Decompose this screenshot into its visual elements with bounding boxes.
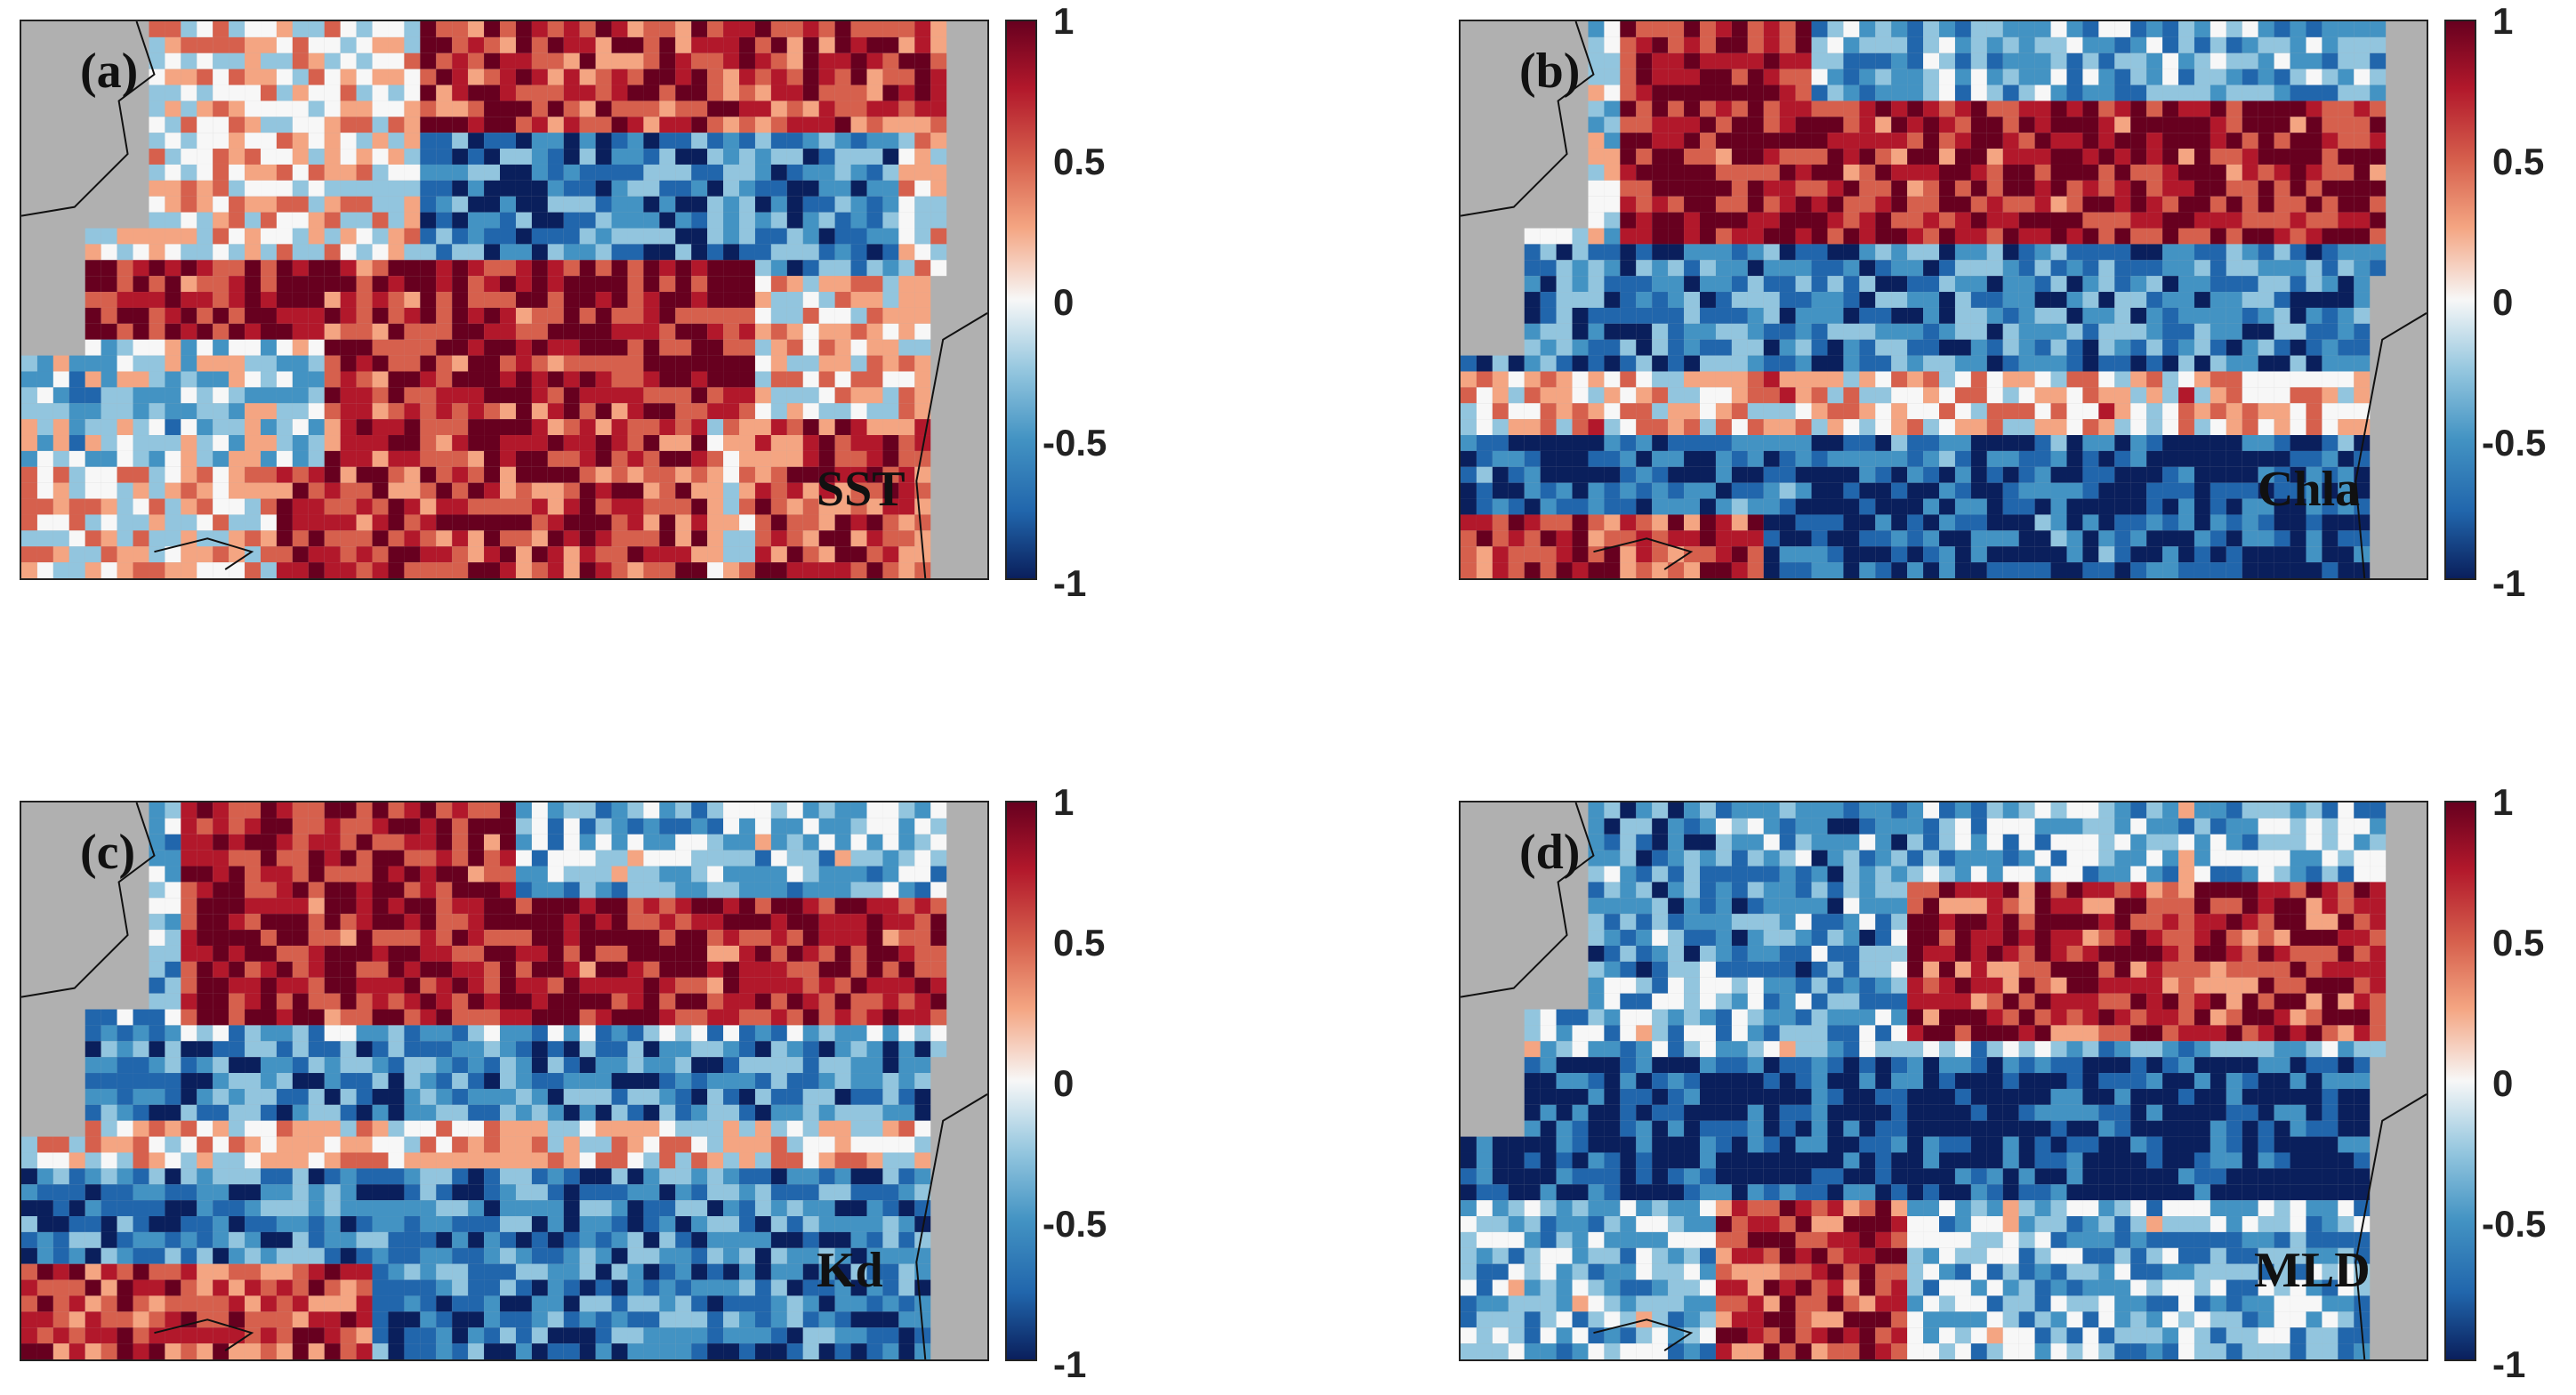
map-sst [20,20,989,580]
panel-label: (b) [1519,44,1581,99]
colorbar-tick: -1 [2492,1343,2526,1385]
colorbar-tick: 0 [1053,281,1075,323]
coastline [1461,21,2427,578]
colorbar-tick: -1 [1053,1343,1087,1385]
variable-label: Chla [2258,462,2361,517]
panel-label: (a) [80,44,139,99]
correlation-field [1461,21,2427,578]
colorbar-tick: -0.5 [2482,1203,2547,1245]
variable-label: SST [817,462,906,517]
correlation-field [21,802,987,1359]
panel-label: (c) [80,825,136,880]
colorbar-tick: -0.5 [2482,422,2547,464]
correlation-field [21,21,987,578]
colorbar [1005,801,1037,1361]
colorbar-tick: 0 [1053,1062,1075,1104]
correlation-field [1461,802,2427,1359]
colorbar-tick: -1 [1053,562,1087,604]
coastline [1461,802,2427,1359]
panel-label: (d) [1519,825,1581,880]
map-chla [1459,20,2428,580]
colorbar-tick: 0.5 [2492,922,2545,964]
colorbar-tick: -0.5 [1042,1203,1107,1245]
colorbar-tick: -0.5 [1042,422,1107,464]
colorbar [1005,20,1037,580]
colorbar-tick: 1 [2492,0,2514,42]
colorbar [2444,801,2476,1361]
map-kd [20,801,989,1361]
map-mld [1459,801,2428,1361]
colorbar-tick: 1 [1053,0,1075,42]
colorbar-tick: 0 [2492,281,2514,323]
colorbar-tick: 0.5 [1053,141,1106,182]
colorbar-tick: 0.5 [1053,922,1106,964]
colorbar-tick: 0.5 [2492,141,2545,182]
colorbar-tick: -1 [2492,562,2526,604]
coastline [21,802,987,1359]
colorbar [2444,20,2476,580]
colorbar-tick: 0 [2492,1062,2514,1104]
variable-label: Kd [817,1243,883,1298]
colorbar-tick: 1 [1053,781,1075,823]
colorbar-tick: 1 [2492,781,2514,823]
variable-label: MLD [2254,1243,2371,1298]
coastline [21,21,987,578]
